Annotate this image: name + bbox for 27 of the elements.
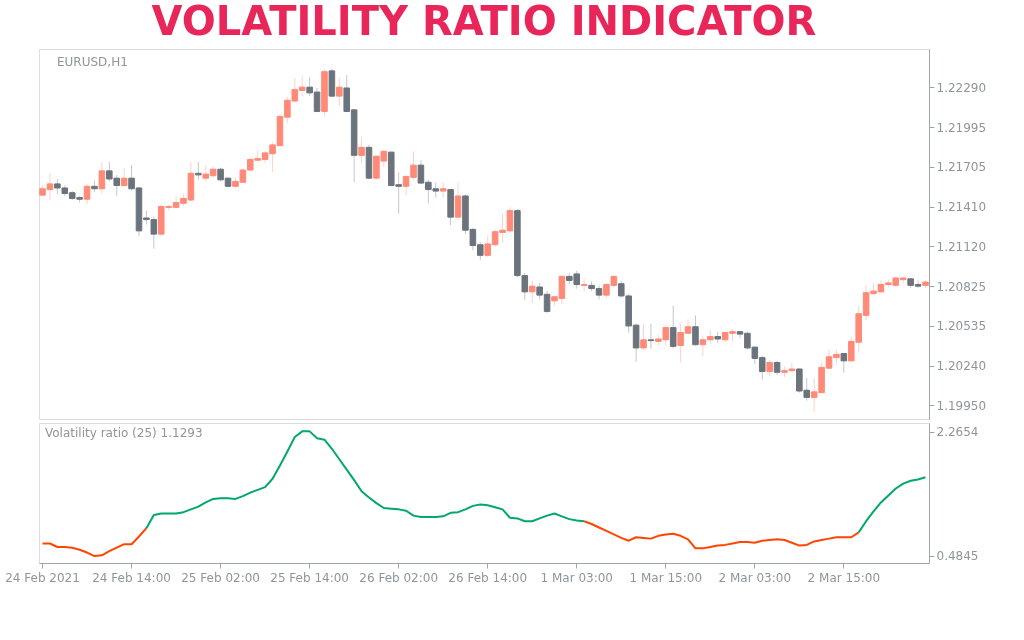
y-tick-label: 1.21120	[936, 239, 987, 254]
x-tick-label: 25 Feb 14:00	[270, 570, 349, 585]
x-tick-label: 2 Mar 15:00	[807, 570, 881, 585]
line-series	[583, 520, 860, 550]
x-tick-label: 26 Feb 02:00	[359, 570, 439, 585]
y-tick-label: 1.20535	[936, 319, 987, 334]
x-tick-label: 24 Feb 14:00	[92, 570, 171, 585]
x-tick-label: 24 Feb 2021	[5, 570, 80, 585]
line-series	[41, 527, 148, 558]
x-tick-label: 26 Feb 14:00	[448, 570, 528, 585]
x-tick-label: 1 Mar 15:00	[629, 570, 703, 585]
x-tick-label: 2 Mar 03:00	[718, 570, 792, 585]
y-tick-label: 1.19950	[936, 398, 987, 413]
line-series	[857, 476, 927, 534]
y-tick-label: 1.20240	[936, 359, 987, 374]
y-tick-label: 1.22290	[936, 80, 987, 95]
chart-title: Volatility ratio (25) 1.1293	[45, 426, 203, 440]
y-tick-label: 1.20825	[936, 279, 987, 294]
y-tick-label: 2.2654	[936, 425, 979, 440]
y-tick-label: 1.21410	[936, 200, 987, 215]
chart-title: VOLATILITY RATIO INDICATOR	[151, 0, 817, 44]
y-tick-label: 1.21995	[936, 120, 987, 135]
y-tick-label: 1.21705	[936, 160, 987, 175]
y-tick-label: 0.4845	[936, 549, 979, 564]
annotation: EURUSD,H1	[57, 55, 128, 69]
x-tick-label: 25 Feb 02:00	[181, 570, 260, 585]
x-tick-label: 1 Mar 03:00	[540, 570, 613, 585]
